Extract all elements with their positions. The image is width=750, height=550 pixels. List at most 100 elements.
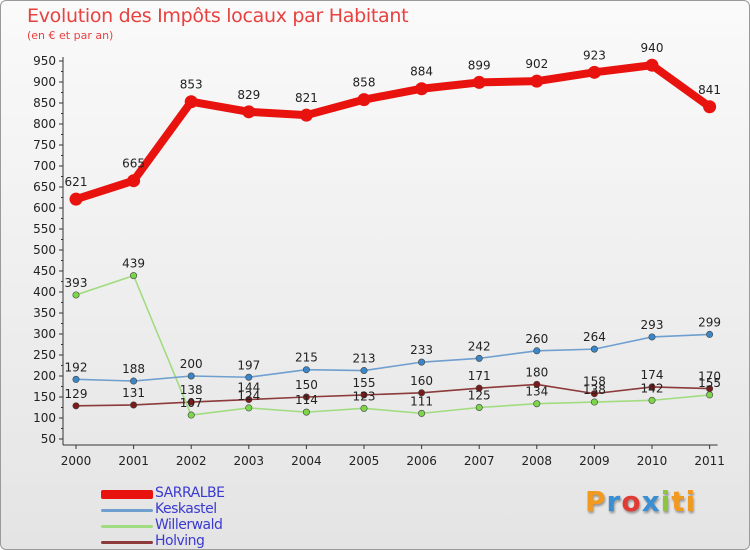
data-label-willerwald: 111	[410, 394, 433, 408]
data-label-willerwald: 123	[353, 389, 376, 403]
data-point-keskastel	[706, 330, 714, 338]
data-label-keskastel: 188	[122, 362, 145, 376]
data-point-sarralbe	[703, 100, 717, 114]
data-label-sarralbe: 902	[525, 57, 548, 71]
y-tick-label: 600	[33, 201, 56, 215]
logo-letter: r	[606, 485, 622, 518]
data-label-keskastel: 215	[295, 351, 318, 365]
chart-title: Evolution des Impôts locaux par Habitant	[27, 5, 409, 27]
data-point-sarralbe	[415, 82, 429, 96]
legend-swatch	[101, 524, 153, 528]
data-label-keskastel: 260	[525, 332, 548, 346]
data-label-sarralbe: 829	[237, 88, 260, 102]
series-line-holving	[75, 383, 711, 407]
series-line-willerwald	[75, 274, 711, 416]
data-point-willerwald	[360, 404, 368, 412]
y-tick-label: 850	[33, 96, 56, 110]
data-point-holving	[187, 398, 195, 406]
y-tick-label: 650	[33, 180, 56, 194]
data-point-sarralbe	[587, 65, 601, 79]
data-label-holving: 150	[295, 378, 318, 392]
data-point-sarralbe	[357, 93, 371, 107]
series-line-sarralbe	[72, 61, 714, 204]
x-tick-label: 2011	[694, 454, 725, 468]
data-point-sarralbe	[69, 192, 83, 206]
data-label-holving: 129	[65, 387, 88, 401]
data-label-holving: 174	[641, 368, 664, 382]
logo-letter: i	[685, 485, 697, 518]
x-tick-label: 2005	[349, 454, 380, 468]
data-point-keskastel	[302, 366, 310, 374]
series-layer	[69, 58, 717, 419]
data-point-holving	[302, 393, 310, 401]
y-tick-label: 250	[33, 348, 56, 362]
data-label-willerwald: 114	[295, 393, 318, 407]
data-label-holving: 170	[698, 370, 721, 384]
data-point-keskastel	[648, 333, 656, 341]
data-label-keskastel: 242	[468, 339, 491, 353]
data-point-willerwald	[418, 409, 426, 417]
data-label-willerwald: 124	[237, 389, 260, 403]
x-tick-label: 2000	[61, 454, 92, 468]
y-tick-label: 100	[33, 411, 56, 425]
data-label-willerwald: 107	[180, 396, 203, 410]
logo-letter: o	[621, 485, 642, 518]
data-label-holving: 180	[525, 365, 548, 379]
data-label-sarralbe: 923	[583, 48, 606, 62]
data-label-keskastel: 197	[237, 358, 260, 372]
legend-label: Holving	[155, 533, 205, 549]
data-label-keskastel: 192	[65, 360, 88, 374]
legend-swatch	[101, 508, 153, 512]
data-label-holving: 155	[353, 376, 376, 390]
data-label-keskastel: 264	[583, 330, 606, 344]
data-point-keskastel	[418, 358, 426, 366]
data-point-sarralbe	[299, 108, 313, 122]
data-label-sarralbe: 821	[295, 91, 318, 105]
data-point-willerwald	[590, 398, 598, 406]
data-point-sarralbe	[645, 58, 659, 72]
data-label-keskastel: 213	[353, 352, 376, 366]
data-point-sarralbe	[242, 105, 256, 119]
x-tick-label: 2010	[637, 454, 668, 468]
data-label-holving: 131	[122, 386, 145, 400]
chart-subtitle: (en € et par an)	[27, 29, 114, 42]
data-label-holving: 138	[180, 383, 203, 397]
data-point-holving	[475, 384, 483, 392]
data-point-keskastel	[72, 375, 80, 383]
x-axis: 2000 2001 2002 2003 2004 2005 2006 2007 2008 2009…	[61, 444, 725, 468]
y-tick-label: 200	[33, 369, 56, 383]
y-tick-label: 900	[33, 75, 56, 89]
y-tick-label: 300	[33, 327, 56, 341]
data-label-willerwald: 439	[122, 257, 145, 271]
logo-letter: P	[585, 485, 607, 518]
y-axis: 50 100 150 200 250 300 350 400 450 500 550 600 650 70…	[33, 54, 64, 446]
data-label-holving: 160	[410, 374, 433, 388]
legend-swatch	[101, 489, 153, 499]
y-tick-label: 450	[33, 264, 56, 278]
series-line-keskastel	[75, 333, 711, 382]
legend-label: Willerwald	[155, 517, 223, 533]
data-point-willerwald	[187, 411, 195, 419]
data-label-willerwald: 138	[583, 383, 606, 397]
data-label-keskastel: 293	[641, 318, 664, 332]
data-point-holving	[590, 390, 598, 398]
data-labels-layer: 621 665 853 829 821 858 884 899 902 923 940 841 192 1…	[65, 41, 722, 410]
data-point-sarralbe	[530, 74, 544, 88]
y-tick-label: 350	[33, 306, 56, 320]
x-tick-label: 2009	[579, 454, 610, 468]
data-label-willerwald: 393	[65, 276, 88, 290]
data-point-willerwald	[130, 272, 138, 280]
data-point-sarralbe	[127, 174, 141, 188]
data-label-sarralbe: 884	[410, 65, 433, 79]
y-tick-label: 150	[33, 390, 56, 404]
data-point-holving	[72, 402, 80, 410]
data-point-willerwald	[245, 404, 253, 412]
data-point-willerwald	[302, 408, 310, 416]
data-point-willerwald	[648, 396, 656, 404]
data-point-willerwald	[533, 400, 541, 408]
y-tick-label: 500	[33, 243, 56, 257]
data-point-sarralbe	[184, 95, 198, 109]
data-point-holving	[418, 389, 426, 397]
